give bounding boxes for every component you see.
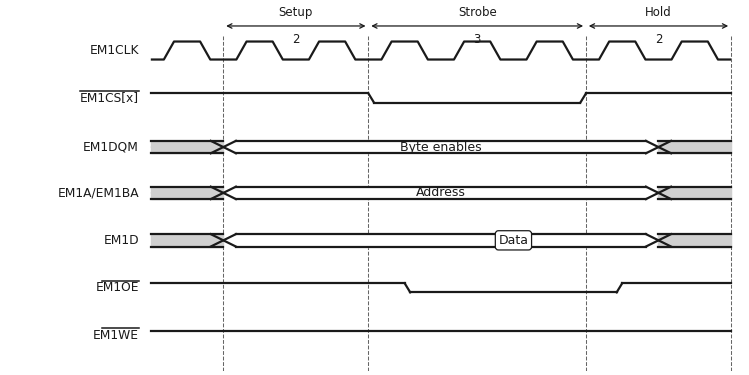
Text: 3: 3 [473,33,481,46]
Text: EM1DQM: EM1DQM [83,141,139,154]
Polygon shape [151,187,223,199]
Polygon shape [236,141,646,153]
Text: EM1CLK: EM1CLK [89,44,139,57]
Polygon shape [658,187,731,199]
Text: EM1WE: EM1WE [93,329,139,342]
Text: 2: 2 [292,33,300,46]
Text: EM1D: EM1D [103,234,139,247]
Polygon shape [658,141,731,153]
Polygon shape [236,187,646,199]
Text: EM1A/EM1BA: EM1A/EM1BA [57,186,139,200]
Text: Byte enables: Byte enables [400,141,482,154]
Text: Setup: Setup [279,6,313,19]
Polygon shape [236,234,646,246]
Polygon shape [151,187,223,199]
Polygon shape [151,141,223,153]
Polygon shape [151,234,223,246]
Text: EM1CS[x]: EM1CS[x] [80,92,139,105]
Polygon shape [658,234,731,246]
Text: EM1OE: EM1OE [95,281,139,294]
Text: Data: Data [498,234,529,247]
Text: Strobe: Strobe [458,6,497,19]
Polygon shape [151,141,223,153]
Text: Address: Address [416,186,466,200]
Text: Hold: Hold [645,6,672,19]
Text: 2: 2 [655,33,662,46]
